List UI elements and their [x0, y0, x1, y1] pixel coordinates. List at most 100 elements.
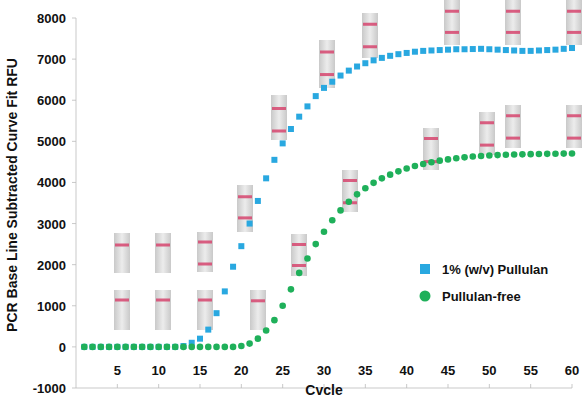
gel-band: [272, 107, 286, 110]
point: [98, 344, 105, 351]
gel-band: [363, 45, 377, 48]
x-tick-label: 45: [441, 363, 455, 378]
point: [214, 310, 220, 316]
point: [412, 163, 419, 170]
point: [412, 49, 418, 55]
x-tick: [489, 384, 490, 388]
gel-strip: [444, 0, 460, 45]
gel-band: [567, 114, 581, 117]
point: [139, 344, 146, 351]
point: [188, 344, 195, 351]
gel-strip: [114, 233, 130, 273]
point: [321, 85, 327, 91]
point: [503, 152, 510, 159]
point: [560, 150, 567, 157]
x-tick-label: 35: [358, 363, 372, 378]
y-tick-label: 7000: [37, 52, 66, 67]
point: [81, 344, 87, 350]
x-tick-label: 55: [523, 363, 537, 378]
point: [453, 46, 459, 52]
point: [122, 344, 129, 351]
y-tick: [72, 264, 76, 265]
point: [544, 47, 550, 53]
x-tick: [241, 384, 242, 388]
point: [304, 255, 311, 262]
point: [371, 57, 377, 63]
point: [280, 140, 286, 146]
y-tick: [72, 305, 76, 306]
point: [279, 302, 286, 309]
point: [362, 60, 368, 66]
point: [172, 344, 179, 351]
chart: -100001000200030004000500060007000800051…: [0, 0, 585, 398]
y-tick-label: -1000: [33, 381, 66, 396]
x-tick: [365, 384, 366, 388]
point: [172, 344, 178, 350]
point: [552, 47, 558, 53]
point: [106, 344, 112, 350]
gel-strip: [114, 290, 130, 330]
gel-band: [156, 299, 170, 302]
point: [445, 47, 451, 53]
point: [478, 153, 485, 160]
gel-strip: [250, 290, 266, 330]
gel-strip: [362, 13, 378, 58]
x-tick-label: 40: [399, 363, 413, 378]
point: [205, 344, 212, 351]
point: [271, 317, 278, 324]
y-tick-label: 5000: [37, 134, 66, 149]
point: [131, 344, 137, 350]
point: [131, 344, 138, 351]
point: [486, 46, 492, 52]
point: [404, 50, 410, 56]
x-tick: [406, 384, 407, 388]
series: [81, 150, 575, 350]
x-tick-label: 20: [234, 363, 248, 378]
point: [205, 327, 211, 333]
gel-band: [343, 179, 357, 182]
point: [346, 68, 352, 74]
point: [230, 264, 236, 270]
gel-band: [292, 264, 306, 267]
gel-strip: [155, 233, 171, 273]
point: [387, 53, 393, 59]
y-tick: [72, 100, 76, 101]
point: [238, 343, 245, 350]
gel-band: [198, 299, 212, 302]
x-tick: [200, 384, 201, 388]
point: [238, 243, 244, 249]
point: [164, 344, 171, 351]
point: [180, 344, 187, 351]
point: [296, 270, 303, 277]
gel-band: [198, 263, 212, 266]
point: [528, 48, 534, 54]
y-tick: [72, 18, 76, 19]
point: [379, 55, 385, 61]
point: [213, 344, 220, 351]
point: [222, 344, 229, 351]
y-axis-title: PCR Base Line Subtracted Curve Fit RFU: [4, 58, 20, 332]
point: [478, 46, 484, 52]
point: [354, 191, 361, 198]
point: [147, 344, 154, 351]
point: [247, 221, 253, 227]
point: [304, 103, 310, 109]
point: [89, 344, 96, 351]
y-tick-label: 0: [59, 340, 66, 355]
gel-band: [251, 299, 265, 302]
gel-strips: [114, 0, 582, 330]
point: [114, 344, 120, 350]
point: [329, 217, 336, 224]
point: [313, 93, 319, 99]
point: [312, 241, 319, 248]
gel-strip: [155, 290, 171, 330]
gel-strip: [237, 185, 253, 232]
point: [255, 335, 262, 342]
x-tick: [448, 384, 449, 388]
x-tick: [572, 384, 573, 388]
x-tick-label: 60: [565, 363, 579, 378]
point: [296, 114, 302, 120]
y-axis-line: [76, 18, 77, 388]
legend-marker: [420, 291, 431, 302]
point: [552, 150, 559, 157]
